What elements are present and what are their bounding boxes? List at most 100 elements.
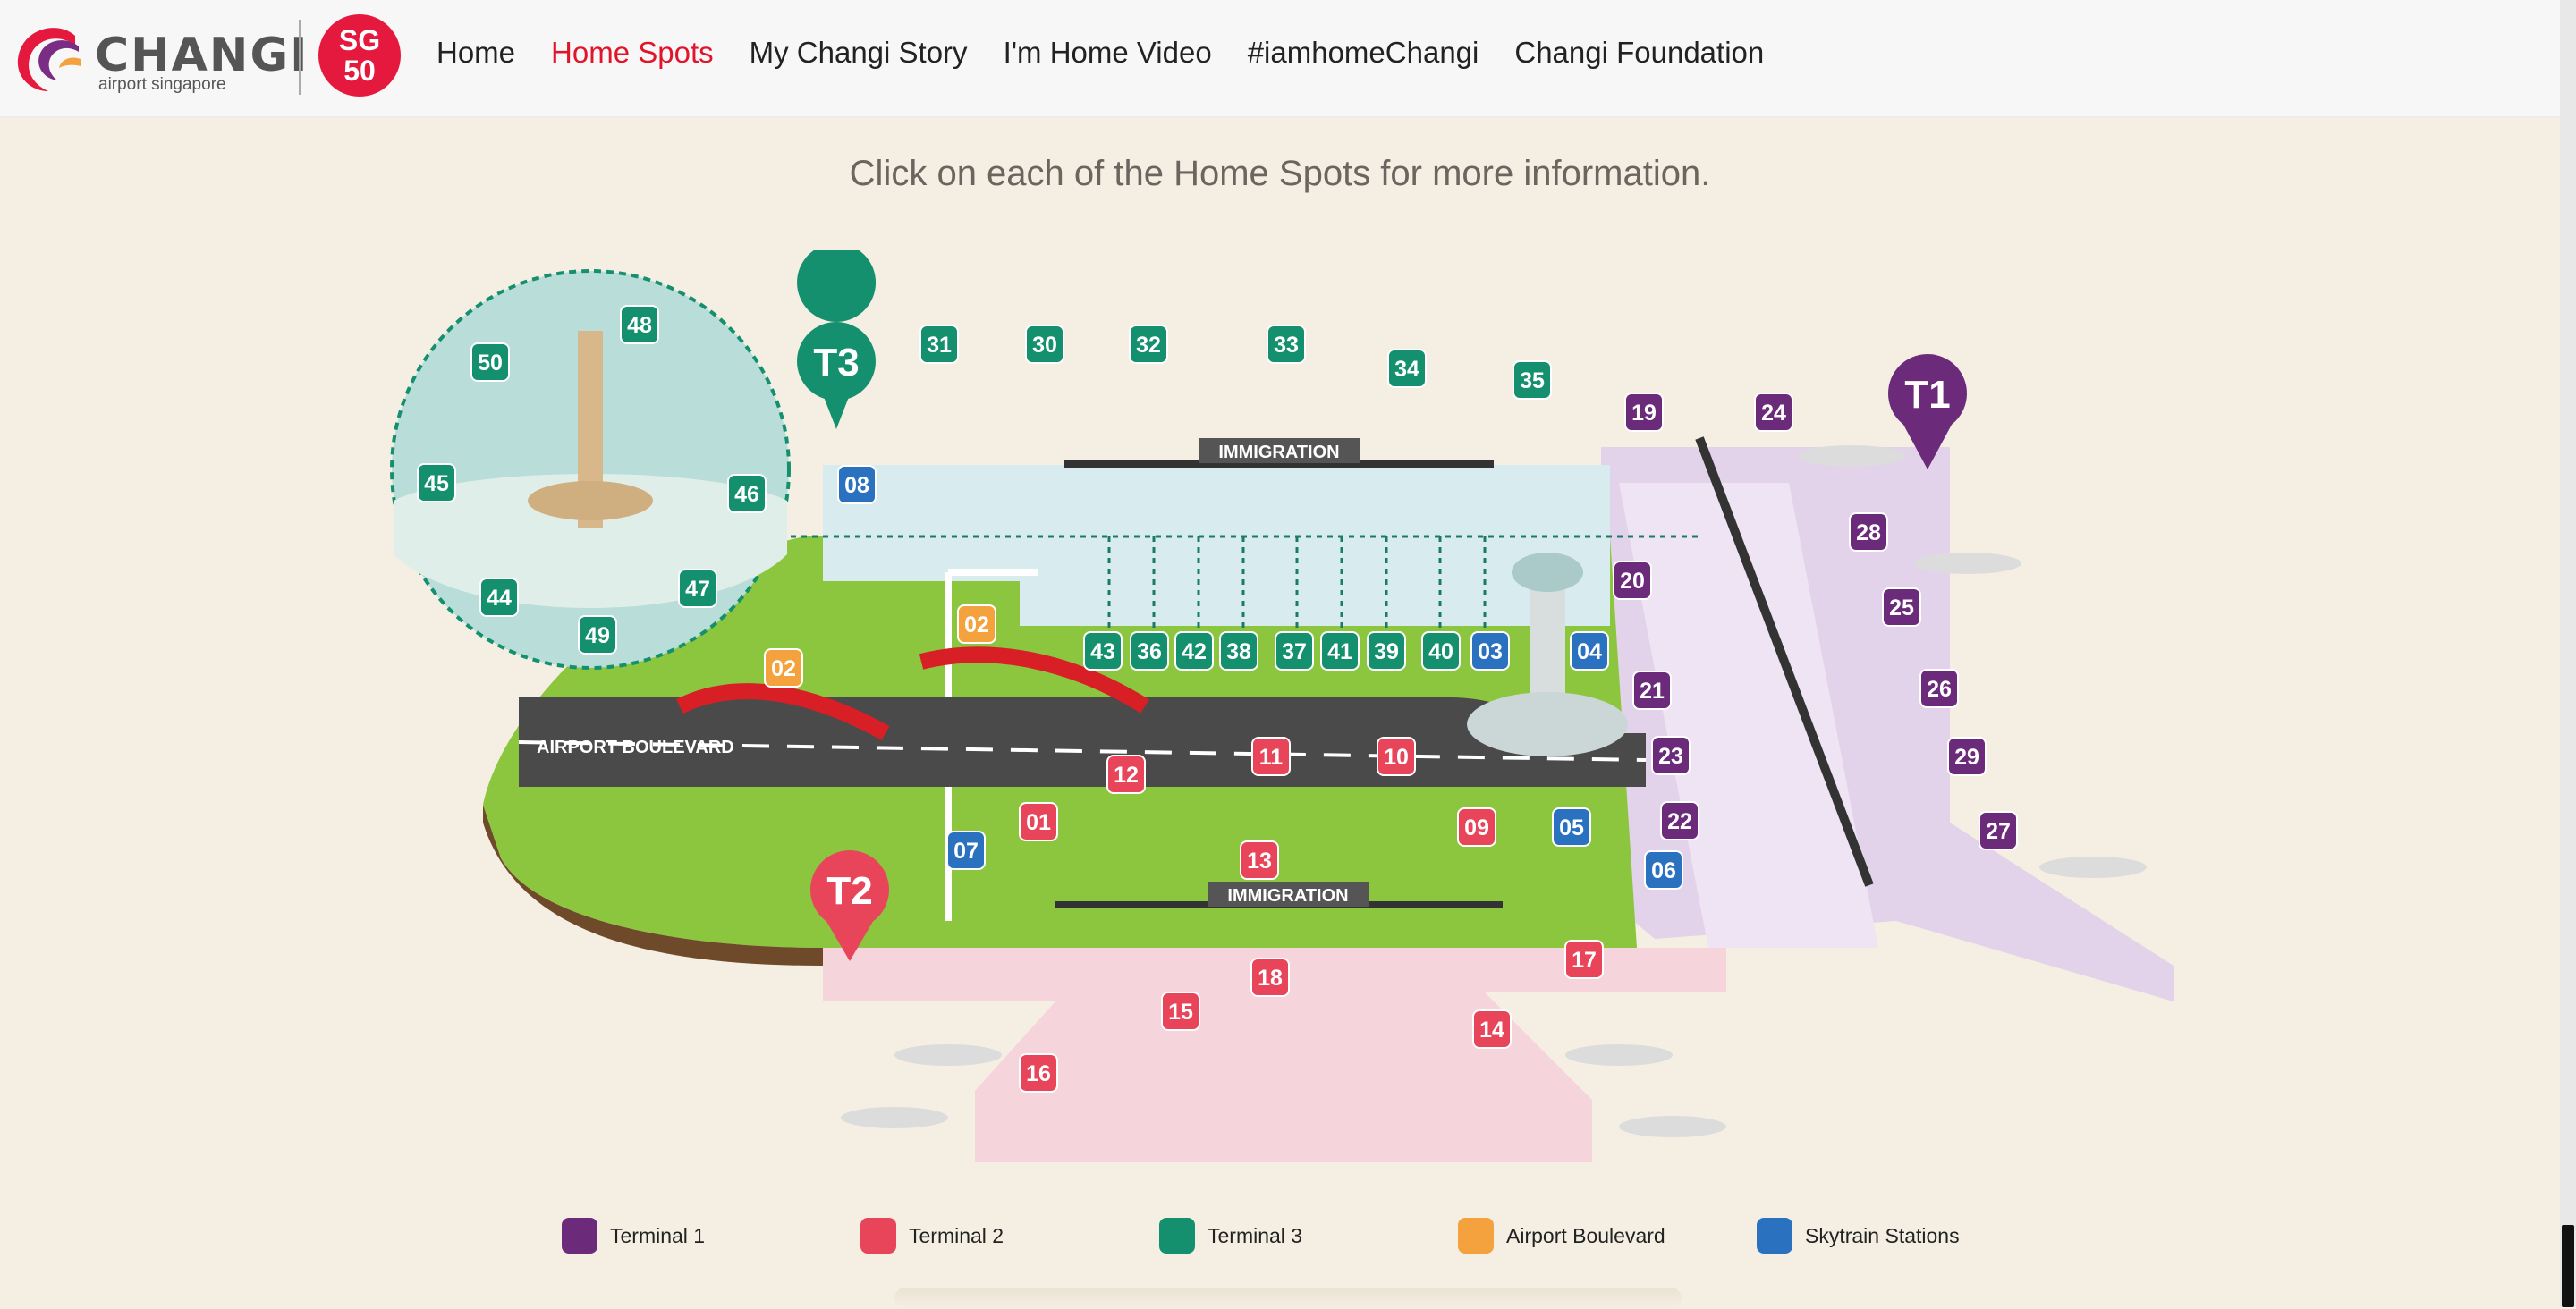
home-spot-number: 35 — [1520, 368, 1545, 393]
home-spot-38[interactable]: 38 — [1219, 631, 1258, 671]
terminal-1-wall — [1695, 436, 1874, 887]
home-spot-16[interactable]: 16 — [1019, 1053, 1058, 1093]
home-spot-03[interactable]: 03 — [1470, 631, 1510, 671]
nav-home[interactable]: Home — [436, 36, 516, 69]
home-spots-map: AIRPORT BOULEVARD IMMIGRATION IMMIGRATIO… — [390, 250, 2174, 1162]
page-scrollbar[interactable] — [2560, 0, 2576, 1307]
home-spot-number: 26 — [1927, 677, 1952, 702]
home-spot-32[interactable]: 32 — [1129, 325, 1168, 364]
home-spot-badge — [946, 831, 986, 870]
home-spot-badge — [1660, 801, 1699, 840]
plane-decorations — [841, 445, 2147, 1137]
home-spot-02[interactable]: 02 — [957, 604, 996, 644]
home-spot-number: 12 — [1114, 763, 1139, 788]
home-spot-badge — [1083, 631, 1123, 671]
home-spot-19[interactable]: 19 — [1624, 393, 1664, 432]
home-spot-badge — [1624, 393, 1664, 432]
home-spot-05[interactable]: 05 — [1552, 807, 1591, 847]
terminal-2-pin-label: T2 — [826, 869, 872, 913]
home-spot-36[interactable]: 36 — [1130, 631, 1169, 671]
home-spot-02[interactable]: 02 — [764, 648, 803, 688]
terminal-1-pin-label: T1 — [1904, 373, 1950, 417]
home-spot-39[interactable]: 39 — [1367, 631, 1406, 671]
home-spot-09[interactable]: 09 — [1457, 807, 1496, 847]
nav-im-home-video[interactable]: I'm Home Video — [1003, 36, 1212, 69]
home-spot-49[interactable]: 49 — [578, 615, 617, 654]
home-spot-number: 39 — [1374, 639, 1399, 664]
legend-airport-boulevard: Airport Boulevard — [1458, 1218, 1757, 1254]
home-spot-43[interactable]: 43 — [1083, 631, 1123, 671]
home-spot-18[interactable]: 18 — [1250, 958, 1290, 997]
home-spot-50[interactable]: 50 — [470, 342, 510, 382]
home-spot-08[interactable]: 08 — [837, 465, 877, 504]
home-spot-21[interactable]: 21 — [1632, 671, 1672, 710]
home-spot-badge — [1267, 325, 1306, 364]
control-tower-cab — [1512, 553, 1583, 592]
home-spot-01[interactable]: 01 — [1019, 802, 1058, 841]
home-spot-37[interactable]: 37 — [1275, 631, 1314, 671]
home-spot-badge — [1320, 631, 1360, 671]
home-spot-number: 20 — [1620, 569, 1645, 594]
home-spot-number: 48 — [627, 313, 652, 338]
home-spot-28[interactable]: 28 — [1849, 512, 1888, 552]
home-spot-20[interactable]: 20 — [1613, 561, 1652, 600]
home-spot-number: 46 — [734, 482, 759, 507]
home-spot-badge — [1552, 807, 1591, 847]
home-spot-14[interactable]: 14 — [1472, 1009, 1512, 1049]
sg50-badge-top: SG — [338, 24, 381, 56]
home-spot-15[interactable]: 15 — [1161, 992, 1200, 1031]
home-spot-22[interactable]: 22 — [1660, 801, 1699, 840]
home-spot-41[interactable]: 41 — [1320, 631, 1360, 671]
home-spot-badge — [1240, 840, 1279, 880]
home-spot-number: 30 — [1032, 333, 1057, 358]
terminal-1-pin[interactable]: T1 — [1888, 354, 1967, 469]
changi-logo[interactable]: CHANGI airport singapore — [13, 20, 307, 97]
home-spot-number: 38 — [1226, 639, 1251, 664]
home-spot-number: 18 — [1258, 966, 1283, 991]
home-spot-33[interactable]: 33 — [1267, 325, 1306, 364]
home-spot-34[interactable]: 34 — [1387, 349, 1427, 388]
home-spot-12[interactable]: 12 — [1106, 755, 1146, 794]
home-spot-badge — [1019, 802, 1058, 841]
home-spot-27[interactable]: 27 — [1979, 811, 2018, 850]
home-spot-26[interactable]: 26 — [1919, 669, 1959, 708]
home-spot-badge — [1387, 349, 1427, 388]
home-spot-number: 27 — [1986, 819, 2011, 844]
home-spot-47[interactable]: 47 — [678, 569, 717, 608]
home-spot-44[interactable]: 44 — [479, 578, 519, 617]
home-spot-29[interactable]: 29 — [1947, 737, 1987, 776]
terminal-3-pin[interactable]: T3 — [797, 250, 876, 429]
terminal-2-pin[interactable]: T2 — [810, 850, 889, 961]
home-spot-04[interactable]: 04 — [1570, 631, 1609, 671]
home-spot-48[interactable]: 48 — [620, 305, 659, 344]
home-spot-17[interactable]: 17 — [1564, 940, 1604, 979]
boulevard-label: AIRPORT BOULEVARD — [537, 738, 734, 757]
home-spot-badge — [1979, 811, 2018, 850]
nav-home-spots[interactable]: Home Spots — [551, 36, 714, 69]
nav-iamhomechangi[interactable]: #iamhomeChangi — [1247, 36, 1479, 69]
home-spot-25[interactable]: 25 — [1882, 587, 1921, 627]
home-spot-11[interactable]: 11 — [1251, 737, 1291, 776]
home-spot-31[interactable]: 31 — [919, 325, 959, 364]
home-spot-number: 11 — [1259, 745, 1284, 770]
home-spot-40[interactable]: 40 — [1421, 631, 1461, 671]
scrollbar-thumb[interactable] — [2562, 1225, 2574, 1307]
sg50-badge[interactable]: SG 50 — [318, 14, 401, 97]
road-center-line — [518, 740, 1647, 762]
home-spot-35[interactable]: 35 — [1513, 360, 1552, 400]
home-spot-30[interactable]: 30 — [1025, 325, 1064, 364]
home-spot-number: 02 — [964, 612, 989, 638]
home-spot-24[interactable]: 24 — [1754, 393, 1793, 432]
home-spot-23[interactable]: 23 — [1651, 736, 1690, 775]
nav-my-changi-story[interactable]: My Changi Story — [749, 36, 968, 69]
home-spot-13[interactable]: 13 — [1240, 840, 1279, 880]
home-spot-06[interactable]: 06 — [1644, 850, 1683, 890]
home-spot-10[interactable]: 10 — [1377, 737, 1416, 776]
home-spot-45[interactable]: 45 — [417, 463, 456, 502]
home-spot-badge — [470, 342, 510, 382]
home-spot-07[interactable]: 07 — [946, 831, 986, 870]
sg50-badge-bottom: 50 — [343, 55, 376, 87]
home-spot-42[interactable]: 42 — [1174, 631, 1214, 671]
home-spot-46[interactable]: 46 — [727, 474, 767, 513]
nav-changi-foundation[interactable]: Changi Foundation — [1514, 36, 1765, 69]
